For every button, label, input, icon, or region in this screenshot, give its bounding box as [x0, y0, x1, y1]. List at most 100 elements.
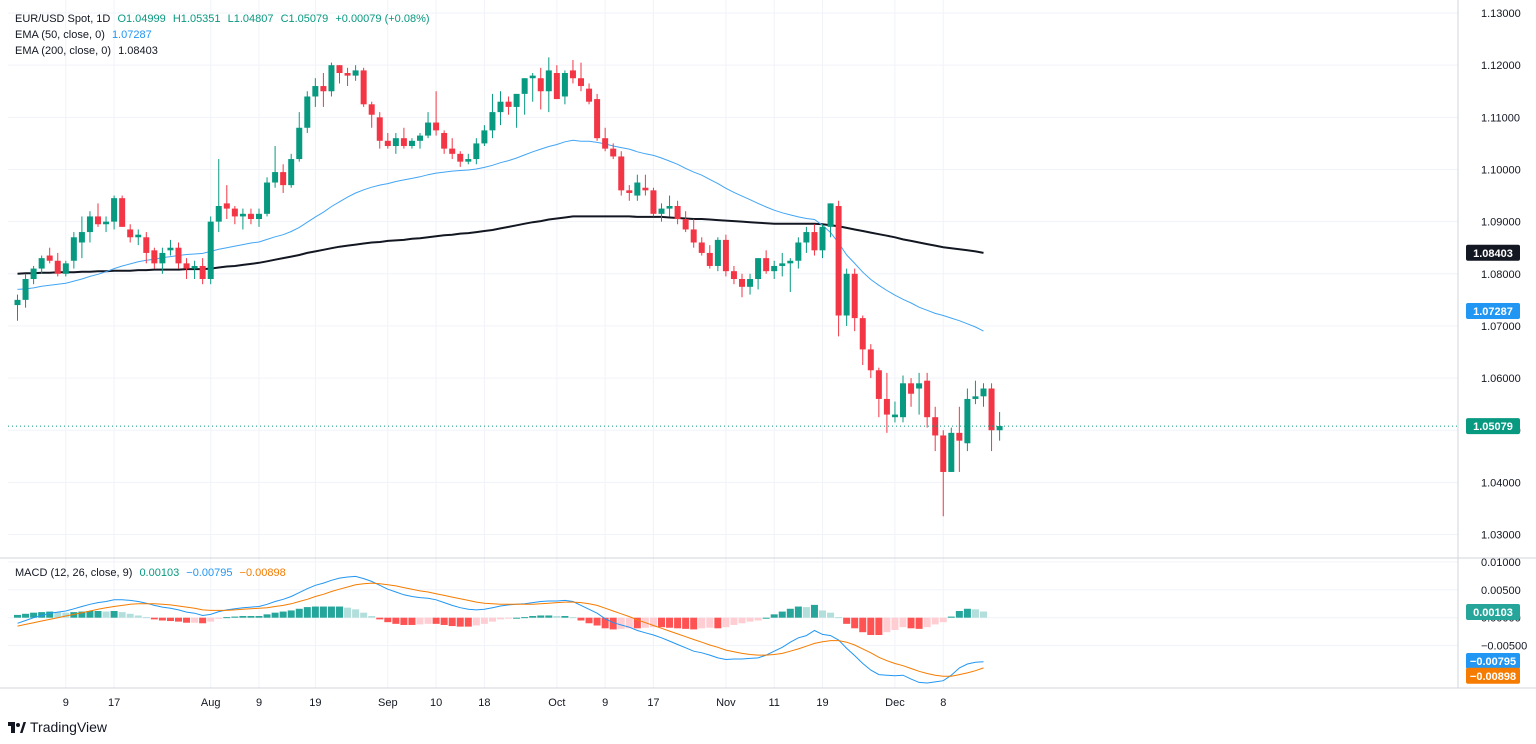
candle-up — [787, 260, 794, 264]
ema200-label: EMA (200, close, 0) — [15, 45, 111, 57]
macd-histogram-bar — [553, 616, 561, 618]
macd-histogram-bar — [22, 613, 30, 618]
macd-histogram-bar — [859, 617, 867, 633]
macd-label-macd-bg — [1466, 653, 1520, 670]
macd-histogram-bar — [690, 617, 698, 630]
time-tick-label: 19 — [309, 697, 321, 709]
macd-histogram-bar — [352, 609, 360, 618]
candle-up — [328, 65, 335, 92]
candle-down — [344, 73, 351, 76]
tradingview-logo[interactable]: TradingView — [8, 719, 107, 735]
candle-up — [948, 432, 955, 472]
macd-histogram-bar — [819, 610, 826, 618]
candle-up — [521, 78, 528, 94]
candle-up — [425, 122, 432, 136]
candle-up — [159, 252, 166, 264]
time-tick-label: Oct — [548, 697, 565, 709]
candle-down — [247, 213, 254, 220]
candle-down — [739, 279, 745, 287]
grid-lines — [8, 0, 1458, 688]
macd-histogram-bar — [770, 614, 778, 618]
macd-histogram-bar — [899, 617, 907, 628]
macd-histogram-bar — [746, 617, 754, 622]
macd-histogram-bar — [633, 617, 641, 629]
macd-histogram-bar — [980, 611, 987, 618]
candle-up — [513, 93, 520, 107]
candle-down — [151, 250, 158, 264]
price-tick-label: 1.11000 — [1481, 112, 1520, 124]
macd-histogram-bar — [851, 617, 859, 629]
price-tick-label: 1.07000 — [1481, 321, 1521, 333]
candle-down — [835, 205, 842, 316]
macd-histogram-bar — [207, 617, 215, 622]
candle-down — [384, 140, 391, 147]
macd-histogram-bar — [658, 617, 665, 628]
macd-histogram-bar — [126, 613, 134, 618]
candle-down — [376, 117, 383, 141]
candle-down — [95, 216, 101, 225]
candle-down — [940, 435, 947, 472]
macd-histogram-bar — [432, 617, 440, 624]
macd-histogram-bar — [271, 612, 279, 618]
macd-histogram-bar — [368, 616, 376, 618]
candle-up — [264, 182, 271, 214]
macd-tick-label: 0.01000 — [1481, 557, 1521, 569]
macd-histogram-bar — [183, 617, 191, 623]
macd-histogram-bar — [593, 617, 601, 626]
candle-up — [191, 265, 198, 269]
candle-up — [891, 414, 898, 418]
candle-up — [22, 279, 29, 300]
macd-histogram-bar — [327, 606, 335, 618]
macd-histogram-bar — [191, 617, 199, 623]
candle-down — [183, 263, 190, 269]
low-value: L1.04807 — [227, 13, 274, 25]
macd-histogram-bar — [102, 611, 110, 618]
candle-down — [763, 258, 770, 272]
price-tick-label: 1.04000 — [1481, 477, 1521, 489]
macd-histogram-bar — [223, 617, 231, 619]
candle-up — [30, 268, 37, 279]
candle-down — [441, 132, 448, 149]
candle-up — [392, 138, 399, 147]
candle-down — [594, 99, 601, 139]
legend-ema200[interactable]: EMA (200, close, 0) 1.08403 — [15, 43, 158, 59]
macd-histogram — [14, 604, 987, 635]
macd-histogram-bar — [891, 617, 899, 630]
candle-down — [932, 417, 939, 436]
price-label-last-bg — [1466, 418, 1520, 435]
ema200-path — [17, 215, 984, 275]
candle-up — [111, 198, 118, 222]
candle-down — [698, 242, 705, 253]
close-value: C1.05079 — [280, 13, 329, 25]
candle-up — [489, 112, 496, 131]
candle-down — [433, 122, 440, 131]
candle-down — [674, 205, 681, 220]
price-label-ema50-bg — [1466, 302, 1520, 319]
candle-up — [714, 239, 721, 266]
legend-macd[interactable]: MACD (12, 26, close, 9) 0.00103 −0.00795… — [15, 565, 286, 581]
candle-down — [320, 86, 327, 92]
candle-down — [956, 432, 963, 441]
candle-down — [400, 138, 407, 147]
candle-up — [62, 263, 69, 274]
candle-down — [280, 172, 287, 186]
macd-histogram-bar — [456, 617, 464, 627]
macd-histogram-bar — [134, 615, 142, 618]
candle-up — [795, 242, 802, 261]
symbol-label[interactable]: EUR/USD Spot, 1D — [15, 13, 111, 25]
macd-histogram-bar — [464, 617, 472, 627]
candle-down — [569, 70, 576, 79]
macd-histogram-bar — [376, 617, 384, 620]
macd-histogram-bar — [537, 615, 545, 618]
macd-histogram-bar — [867, 617, 875, 635]
legend-ema50[interactable]: EMA (50, close, 0) 1.07287 — [15, 27, 152, 43]
macd-histogram-bar — [963, 608, 971, 618]
candle-up — [86, 216, 93, 233]
macd-histogram-bar — [907, 617, 915, 629]
macd-histogram-bar — [625, 617, 633, 629]
candle-up — [312, 86, 319, 97]
time-tick-label: 11 — [768, 697, 779, 709]
price-tick-label: 1.09000 — [1481, 217, 1521, 229]
tradingview-icon — [8, 722, 26, 733]
candle-down — [626, 190, 633, 193]
